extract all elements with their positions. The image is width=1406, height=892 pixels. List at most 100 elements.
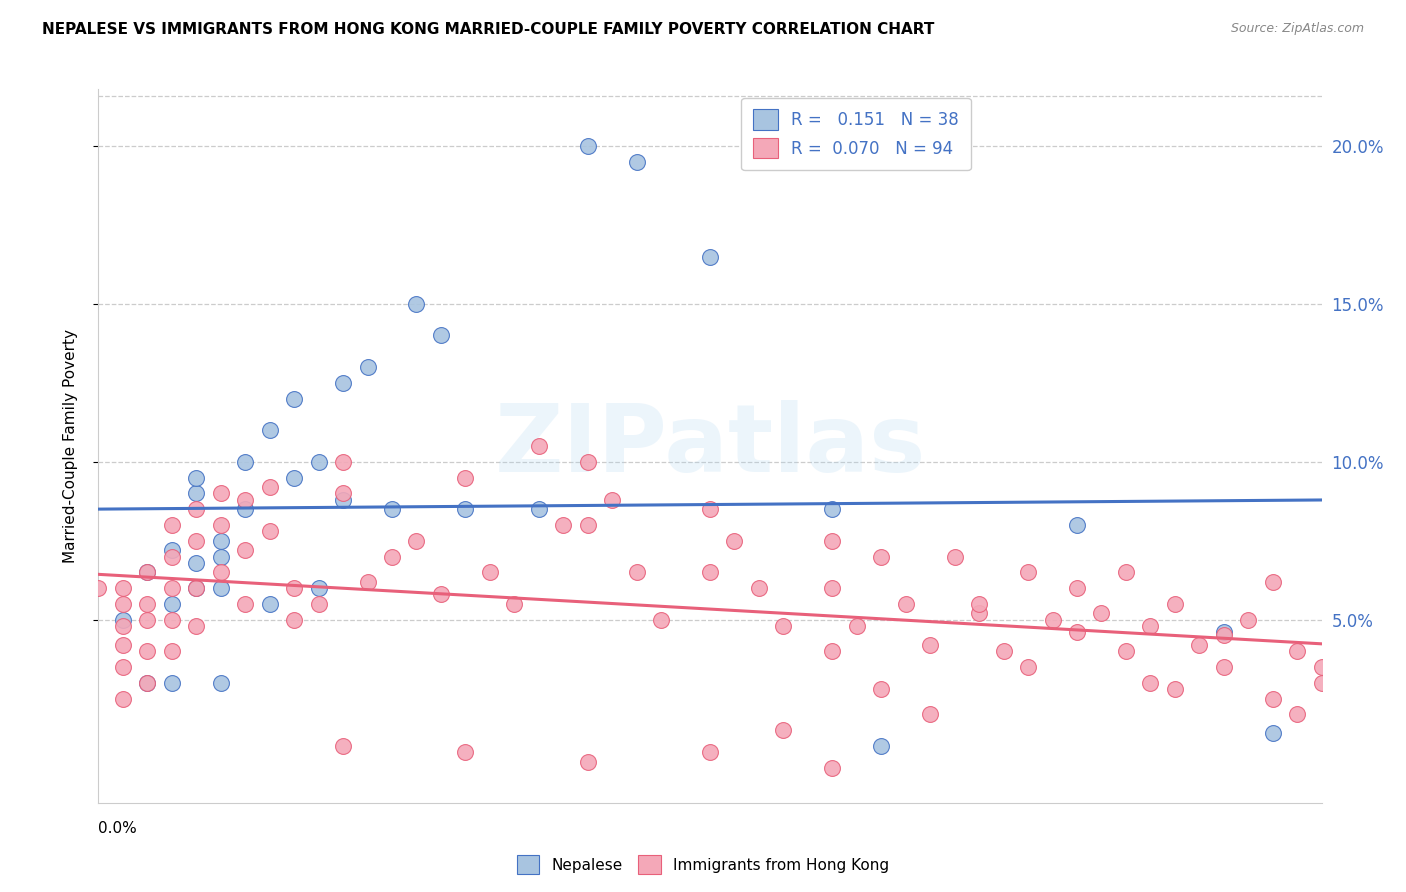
- Point: [1017, 660, 1039, 674]
- Point: [259, 480, 281, 494]
- Point: [233, 492, 256, 507]
- Point: [600, 492, 623, 507]
- Point: [136, 675, 159, 690]
- Point: [821, 533, 844, 548]
- Point: [1139, 675, 1161, 690]
- Point: [1066, 625, 1088, 640]
- Point: [699, 745, 721, 759]
- Point: [1261, 726, 1284, 740]
- Point: [381, 502, 404, 516]
- Point: [332, 486, 354, 500]
- Point: [160, 581, 183, 595]
- Point: [405, 533, 427, 548]
- Point: [699, 250, 721, 264]
- Text: 0.0%: 0.0%: [98, 821, 138, 836]
- Point: [821, 761, 844, 775]
- Point: [233, 597, 256, 611]
- Point: [1188, 638, 1211, 652]
- Legend: Nepalese, Immigrants from Hong Kong: Nepalese, Immigrants from Hong Kong: [510, 849, 896, 880]
- Point: [772, 723, 794, 738]
- Point: [454, 470, 477, 484]
- Point: [160, 613, 183, 627]
- Legend: R =   0.151   N = 38, R =  0.070   N = 94: R = 0.151 N = 38, R = 0.070 N = 94: [741, 97, 970, 169]
- Point: [1286, 644, 1309, 658]
- Point: [186, 581, 208, 595]
- Point: [259, 597, 281, 611]
- Point: [332, 455, 354, 469]
- Point: [576, 455, 599, 469]
- Point: [160, 517, 183, 532]
- Point: [870, 739, 893, 753]
- Point: [1042, 613, 1064, 627]
- Point: [111, 581, 134, 595]
- Point: [821, 644, 844, 658]
- Point: [576, 517, 599, 532]
- Point: [209, 549, 232, 564]
- Point: [920, 638, 942, 652]
- Point: [1090, 607, 1112, 621]
- Point: [160, 543, 183, 558]
- Point: [870, 682, 893, 697]
- Point: [967, 607, 990, 621]
- Point: [136, 597, 159, 611]
- Point: [993, 644, 1015, 658]
- Point: [576, 755, 599, 769]
- Point: [283, 613, 305, 627]
- Point: [209, 566, 232, 580]
- Text: NEPALESE VS IMMIGRANTS FROM HONG KONG MARRIED-COUPLE FAMILY POVERTY CORRELATION : NEPALESE VS IMMIGRANTS FROM HONG KONG MA…: [42, 22, 935, 37]
- Point: [136, 566, 159, 580]
- Point: [136, 566, 159, 580]
- Point: [1066, 581, 1088, 595]
- Point: [209, 581, 232, 595]
- Point: [1261, 691, 1284, 706]
- Point: [1164, 597, 1187, 611]
- Point: [233, 502, 256, 516]
- Point: [478, 566, 501, 580]
- Point: [186, 486, 208, 500]
- Point: [626, 154, 648, 169]
- Point: [209, 517, 232, 532]
- Point: [308, 581, 330, 595]
- Point: [111, 691, 134, 706]
- Point: [381, 549, 404, 564]
- Point: [160, 549, 183, 564]
- Point: [283, 581, 305, 595]
- Point: [527, 502, 550, 516]
- Point: [332, 376, 354, 390]
- Point: [259, 524, 281, 539]
- Point: [1286, 707, 1309, 722]
- Point: [186, 556, 208, 570]
- Point: [308, 597, 330, 611]
- Point: [1237, 613, 1260, 627]
- Point: [87, 581, 110, 595]
- Point: [233, 543, 256, 558]
- Point: [111, 597, 134, 611]
- Y-axis label: Married-Couple Family Poverty: Married-Couple Family Poverty: [63, 329, 77, 563]
- Point: [1261, 574, 1284, 589]
- Point: [699, 566, 721, 580]
- Point: [1066, 517, 1088, 532]
- Point: [1212, 628, 1234, 642]
- Point: [1212, 660, 1234, 674]
- Point: [186, 470, 208, 484]
- Text: Source: ZipAtlas.com: Source: ZipAtlas.com: [1230, 22, 1364, 36]
- Point: [894, 597, 917, 611]
- Point: [821, 581, 844, 595]
- Point: [160, 644, 183, 658]
- Point: [1310, 660, 1333, 674]
- Point: [405, 297, 427, 311]
- Point: [160, 675, 183, 690]
- Point: [186, 619, 208, 633]
- Point: [332, 492, 354, 507]
- Point: [1164, 682, 1187, 697]
- Point: [845, 619, 868, 633]
- Point: [503, 597, 526, 611]
- Point: [650, 613, 672, 627]
- Point: [553, 517, 575, 532]
- Point: [111, 613, 134, 627]
- Point: [821, 502, 844, 516]
- Point: [111, 638, 134, 652]
- Point: [186, 502, 208, 516]
- Point: [111, 660, 134, 674]
- Point: [209, 533, 232, 548]
